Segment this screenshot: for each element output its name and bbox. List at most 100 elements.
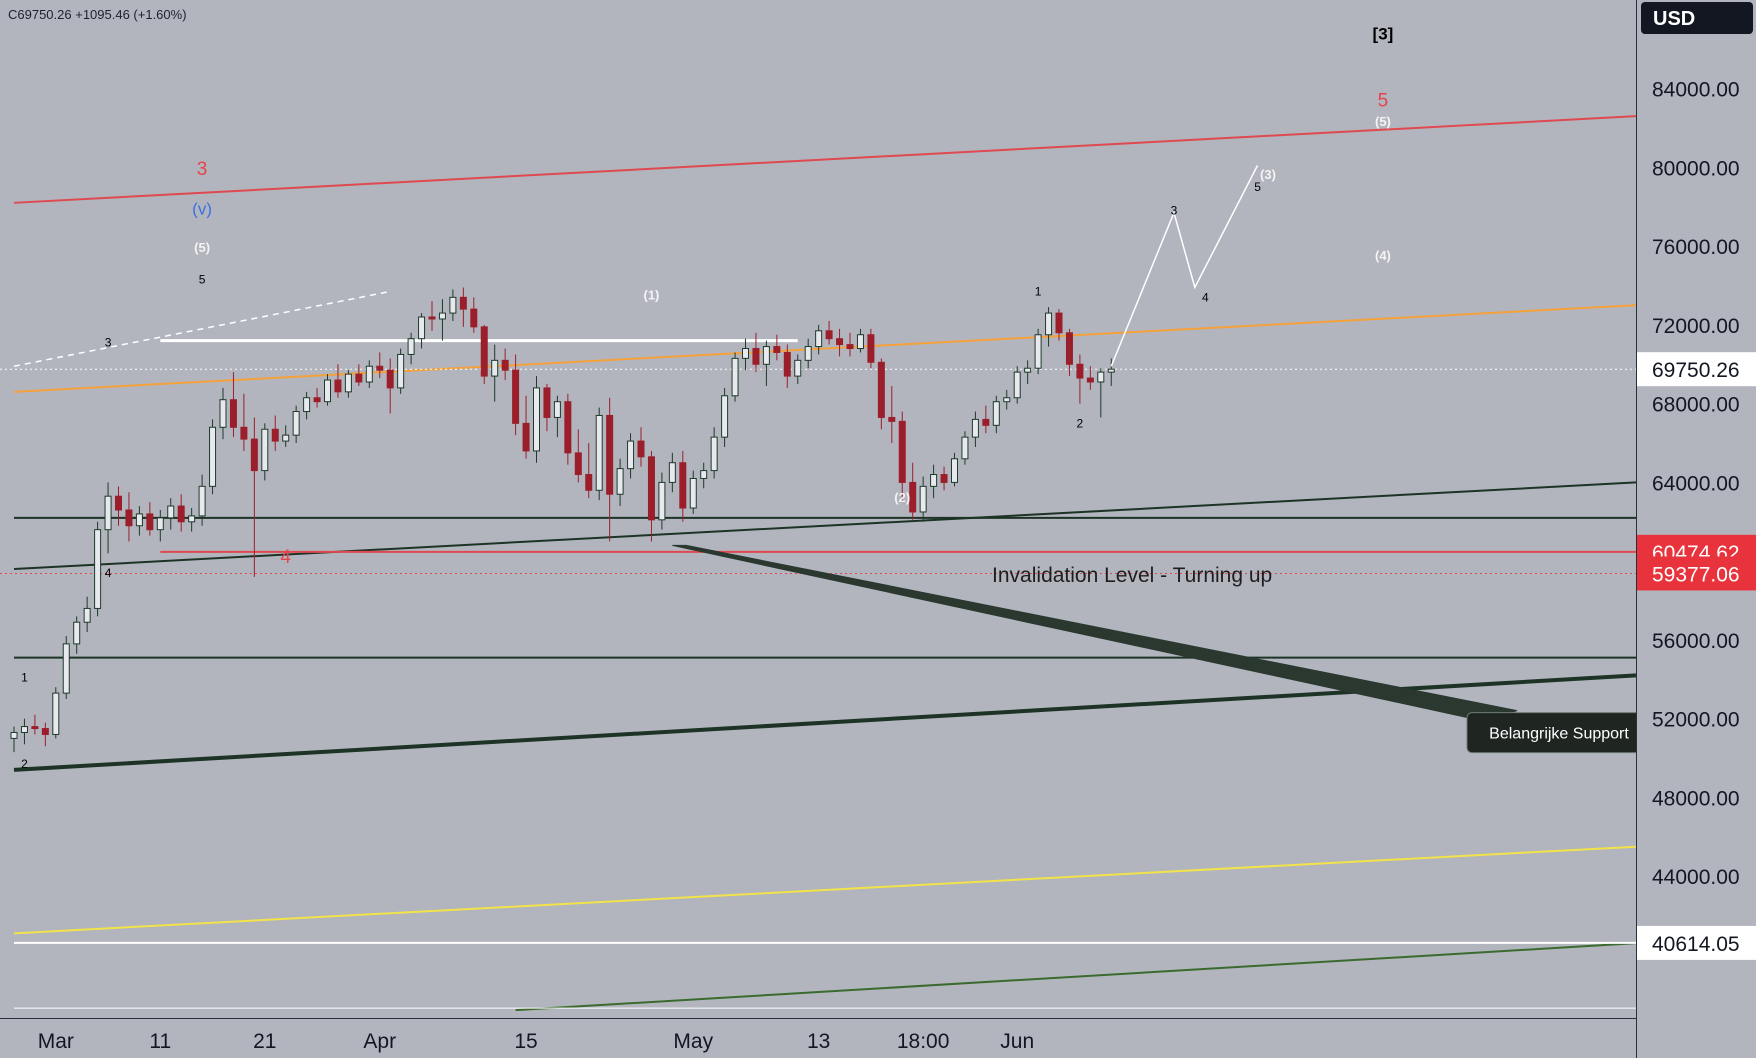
candle-body [428,316,436,320]
candle-body [533,387,540,452]
candle-body [721,395,729,438]
candle [73,616,81,654]
candle-body [271,428,279,442]
candle [449,289,457,321]
candle [992,395,1000,434]
candle [815,324,823,355]
candle-body [1097,371,1105,383]
candle [951,452,958,487]
green-trend [515,942,1637,1012]
candle-body [595,414,603,491]
candle [1107,358,1115,386]
price-tick-label: 56000.00 [1652,630,1740,653]
currency-badge[interactable]: USD [1641,2,1753,34]
candle-body [668,462,676,483]
candle [303,391,311,420]
candle [961,431,969,465]
candle [700,462,708,489]
wave-label: 5 [199,273,206,287]
candle-body [261,428,269,472]
candle-body [877,361,885,418]
candle [1076,354,1084,404]
candle [616,458,624,507]
candle [198,474,206,526]
candle [846,332,854,357]
candle-body [125,509,133,527]
support-callout-text: Belangrijke Support [1489,726,1629,743]
candle [647,450,655,542]
price-tick-label: 80000.00 [1652,157,1740,180]
candle-body [898,420,906,483]
time-tick-label: 18:00 [897,1030,950,1053]
wave-label: 2 [1077,416,1084,430]
candle-body [397,353,405,389]
candle-body [679,462,687,509]
candle-body [616,468,624,495]
candle [773,334,781,361]
candle [177,494,185,532]
time-axis[interactable]: Mar 11 21 Apr 15 May 13 18:00 Jun [0,1018,1636,1054]
price-tick-label: 72000.00 [1652,315,1740,338]
candle [721,387,729,447]
candle-body [365,365,373,383]
candle-body [919,485,927,513]
candle-body [104,495,112,531]
projection-layer [1110,165,1259,367]
candle-body [1024,367,1032,373]
candle [752,332,760,373]
candle-body [303,397,311,413]
time-tick-label: 15 [514,1030,537,1053]
candle [564,393,572,465]
wave-label: 5 [1254,180,1261,194]
candle-body [407,338,415,355]
candle [104,482,112,554]
candle-body [282,434,290,442]
candle [397,348,405,394]
candle-body [522,422,530,452]
candle-body [846,344,854,350]
drawing-lines [0,115,1637,1012]
candle [62,636,70,700]
candle-body [135,513,143,527]
invalidation-label: Invalidation Level - Turning up [992,564,1272,587]
candle-body [1003,397,1011,403]
wave-label: [3] [1373,24,1394,43]
candle-body [637,440,645,458]
candle [606,397,614,542]
candle-body [1065,332,1073,365]
candle [407,332,415,365]
candle-body [742,348,749,359]
candle-body [52,692,60,735]
candle [762,340,770,386]
candle [825,320,833,345]
candle-body [313,397,321,403]
candle [292,405,300,444]
candle-body [658,481,666,521]
candle [229,372,237,438]
candle-body [146,513,154,531]
candle [1097,368,1105,418]
candle-body [773,346,781,353]
candle-body [1045,312,1053,336]
candle-body [627,440,635,470]
price-label-badge [1637,352,1756,387]
candle [83,596,91,633]
price-axis-background [1637,0,1756,1058]
candle [1013,366,1021,404]
price-axis[interactable]: 84000.00 80000.00 76000.00 72000.00 68000.00… [1636,0,1756,1058]
candle [553,395,561,438]
candle [41,722,49,747]
candle-body [115,495,122,511]
wave-label: (5) [1375,114,1391,129]
candle-body [1076,363,1084,379]
candle-body [585,474,593,491]
price-tick-label: 52000.00 [1652,709,1740,732]
candle [115,486,122,526]
candle [344,370,352,398]
candle [867,328,875,369]
price-tick-label: 64000.00 [1652,472,1740,495]
candle-body [83,607,91,623]
candle-body [804,346,812,361]
